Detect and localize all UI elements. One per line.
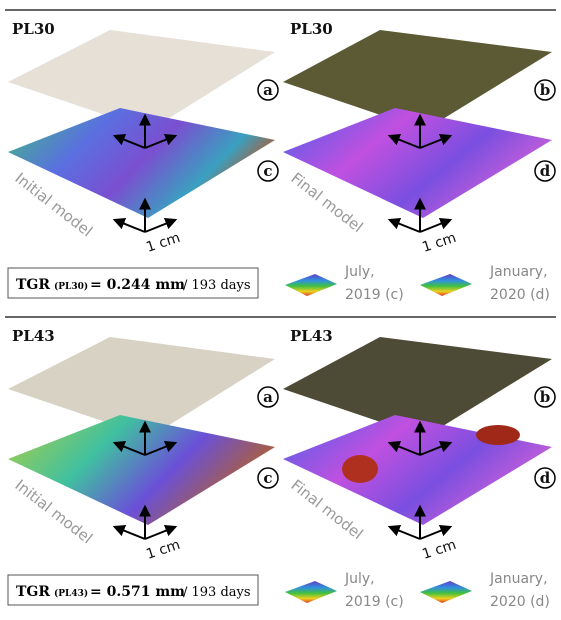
legend-swatch <box>285 274 337 296</box>
tgr-label: TGR <box>16 277 50 293</box>
legend-line: July, <box>344 571 375 587</box>
panel-letter: d <box>540 469 551 487</box>
tgr-sub: (PL43) <box>54 588 88 599</box>
scale-label: 1 cm <box>144 230 182 256</box>
tgr-sub: (PL30) <box>54 281 88 292</box>
figure: PL30PL30abcdInitial modelFinal model1 cm… <box>0 0 561 620</box>
panel-letter: a <box>263 388 273 406</box>
legend-line: July, <box>344 264 375 280</box>
tgr-label: TGR <box>16 584 50 600</box>
legend-line: January, <box>489 264 548 280</box>
legend-line: 2019 (c) <box>345 287 404 303</box>
tgr-value: = 0.571 mm <box>90 584 185 600</box>
tgr-value: = 0.244 mm <box>90 277 185 293</box>
sample-label: PL43 <box>290 327 333 345</box>
legend-swatch <box>420 581 472 603</box>
axis-arrow <box>145 220 175 232</box>
sample-label: PL43 <box>12 327 55 345</box>
panel-letter: a <box>263 81 273 99</box>
peak <box>476 425 520 445</box>
panel-letter: b <box>540 388 551 406</box>
legend-swatch <box>285 581 337 603</box>
scale-label: 1 cm <box>144 537 182 563</box>
panel-letter: c <box>263 162 272 180</box>
tgr-days: / 193 days <box>183 585 251 600</box>
panel-letter: d <box>540 162 551 180</box>
sample-label: PL30 <box>12 20 55 38</box>
scale-label: 1 cm <box>420 230 458 256</box>
axis-arrow <box>390 527 420 539</box>
axis-arrow <box>390 220 420 232</box>
tgr-days: / 193 days <box>183 278 251 293</box>
sample-label: PL30 <box>290 20 333 38</box>
panel-letter: c <box>263 469 272 487</box>
legend-line: January, <box>489 571 548 587</box>
axis-arrow <box>145 527 175 539</box>
scale-label: 1 cm <box>420 537 458 563</box>
axis-arrow <box>420 527 450 539</box>
legend-line: 2020 (d) <box>490 287 550 303</box>
panel-letter: b <box>540 81 551 99</box>
axis-arrow <box>420 220 450 232</box>
legend-line: 2020 (d) <box>490 594 550 610</box>
axis-arrow <box>115 220 145 232</box>
peak <box>342 455 378 483</box>
legend-swatch <box>420 274 472 296</box>
legend-line: 2019 (c) <box>345 594 404 610</box>
axis-arrow <box>115 527 145 539</box>
